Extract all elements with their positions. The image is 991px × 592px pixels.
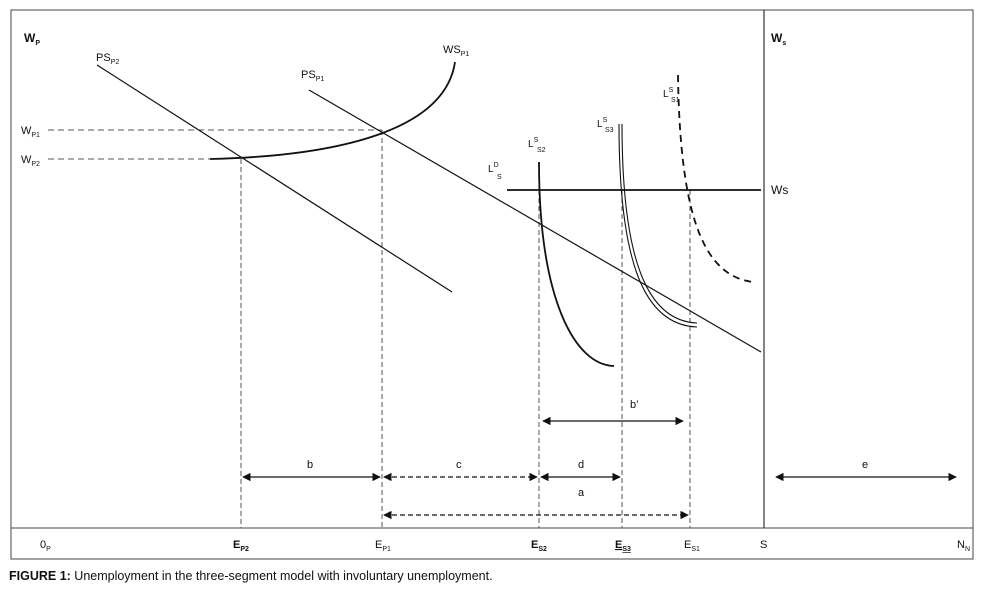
interval-d-label: d <box>578 459 584 471</box>
es3-label: ES3 <box>615 539 631 553</box>
es2-label: ES2 <box>531 539 547 553</box>
interval-e-label: e <box>862 459 868 471</box>
ps-p2-curve <box>96 64 453 293</box>
curves <box>96 61 762 367</box>
ps-p2-label: PSP2 <box>96 52 119 66</box>
es1-label: ES1 <box>684 539 700 553</box>
ws-p1-label: WSP1 <box>443 44 469 58</box>
caption-label: FIGURE 1: <box>9 569 71 583</box>
wp1-label: WP1 <box>21 125 40 139</box>
interval-a-label: a <box>578 487 585 499</box>
interval-b-prime-label: b’ <box>630 399 639 411</box>
y-axis-label-right: Ws <box>771 31 786 47</box>
ep2-label: EP2 <box>233 539 249 553</box>
nn-label: NN <box>957 539 970 553</box>
caption-text: Unemployment in the three-segment model … <box>70 569 493 583</box>
guide-lines <box>48 129 691 528</box>
plot-frame <box>10 9 974 560</box>
origin-label: 0P <box>40 539 51 553</box>
ps-p1-curve <box>308 89 762 353</box>
ls-s2-curve <box>538 161 615 367</box>
ls-s1-label: LS S1 <box>663 87 680 104</box>
ws-line-label: Ws <box>771 183 788 197</box>
ls-s2-label: LS S2 <box>528 137 546 154</box>
s-label: S <box>760 539 767 551</box>
ps-p1-label: PSP1 <box>301 69 324 83</box>
ld-s-label: LD S <box>488 162 502 181</box>
ls-s1-curve <box>677 74 754 283</box>
interval-b-label: b <box>307 459 313 471</box>
figure-caption: FIGURE 1: Unemployment in the three-segm… <box>9 569 493 583</box>
interval-c-label: c <box>456 459 462 471</box>
ls-s3-curve-b <box>621 123 698 324</box>
interval-arrows <box>242 416 957 520</box>
ws-p1-curve <box>209 61 456 160</box>
ep1-label: EP1 <box>375 539 391 553</box>
wp2-label: WP2 <box>21 154 40 168</box>
ls-s3-curve-a <box>618 123 698 328</box>
ls-s3-label: LS S3 <box>597 117 614 134</box>
y-axis-label-left: WP <box>24 31 40 47</box>
